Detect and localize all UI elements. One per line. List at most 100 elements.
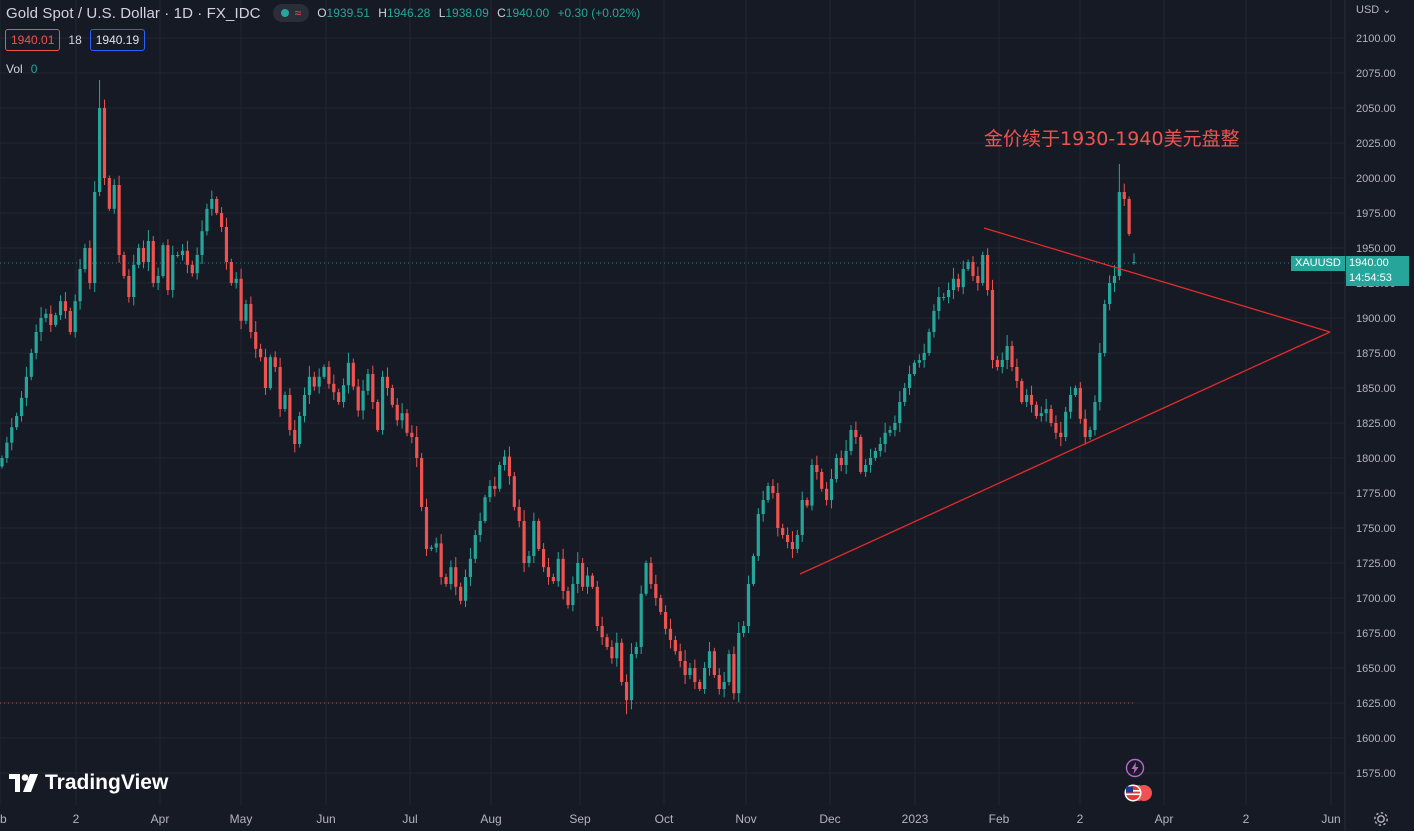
candle-body (488, 486, 492, 498)
last-price-value: 1940.00 (1349, 257, 1389, 269)
volume-value: 0 (30, 62, 38, 76)
chart-annotation[interactable]: 金价续于1930-1940美元盘整 (984, 128, 1240, 150)
time-tick-label: 2 (1077, 812, 1084, 826)
price-axis-panel[interactable] (1345, 0, 1414, 831)
candle-body (839, 458, 843, 465)
currency-selector[interactable]: USD ⌄ (1356, 3, 1392, 16)
candle-body (707, 651, 712, 668)
candle-body (742, 626, 746, 633)
candle-body (556, 558, 560, 582)
candle-body (610, 647, 614, 659)
candle-body (1132, 262, 1136, 263)
candle-body (922, 353, 926, 360)
candle-body (137, 248, 141, 265)
candle-body (322, 367, 326, 377)
candle-body (698, 682, 702, 689)
candle-body (1015, 367, 1019, 381)
price-tick-label: 2100.00 (1356, 33, 1396, 45)
price-tick-label: 1700.00 (1356, 593, 1396, 605)
price-tick-label: 1825.00 (1356, 418, 1396, 430)
candle-body (112, 185, 116, 209)
candle-body (946, 290, 951, 297)
symbol-title[interactable]: Gold Spot / U.S. Dollar · 1D · FX_IDC (6, 4, 261, 22)
candle-body (249, 304, 253, 332)
candle-body (1064, 411, 1068, 437)
candle-body (639, 593, 643, 647)
candle-body (141, 248, 146, 262)
candle-body (1098, 353, 1102, 402)
candle-body (97, 108, 102, 192)
candle-body (83, 248, 87, 269)
candle-body (127, 276, 131, 297)
time-tick-label: Oct (655, 812, 674, 826)
candle-body (502, 456, 507, 465)
candle-body (332, 383, 336, 393)
candle-body (190, 264, 194, 274)
candle-body (337, 392, 341, 402)
market-status-pill[interactable]: ≈ (272, 4, 310, 22)
candle-body (620, 642, 624, 682)
candle-body (93, 192, 97, 283)
settings-gear-icon[interactable] (1372, 810, 1390, 828)
time-tick-label: Jun (316, 812, 335, 826)
candle-body (546, 567, 551, 577)
spread-value: 18 (68, 33, 82, 47)
volume-legend[interactable]: Vol 0 (6, 62, 37, 76)
candle-body (1029, 395, 1034, 405)
candle-body (234, 278, 238, 283)
price-tick-label: 1650.00 (1356, 663, 1396, 675)
candle-body (166, 245, 170, 290)
price-tick-label: 1800.00 (1356, 453, 1396, 465)
candle-body (24, 376, 28, 398)
candle-body (785, 535, 790, 542)
candle-body (1034, 404, 1039, 416)
candle-body (1044, 409, 1048, 414)
candle-body (312, 376, 316, 387)
candle-body (776, 493, 780, 528)
candle-body (522, 521, 526, 563)
candle-body (273, 357, 277, 367)
tradingview-logo-icon (9, 774, 38, 792)
candle-body (205, 208, 209, 232)
time-tick-label: Feb (989, 812, 1010, 826)
candle-body (78, 269, 82, 302)
candle-body (1068, 395, 1073, 412)
candle-body (459, 586, 463, 601)
candle-body (693, 668, 697, 682)
candle-body (624, 682, 629, 701)
tradingview-logo[interactable]: TradingView (9, 771, 168, 795)
lower-trendline[interactable] (799, 331, 1331, 575)
candle-body (420, 458, 424, 507)
candle-body (302, 395, 307, 416)
candle-body (1103, 304, 1107, 353)
time-tick-label: Nov (735, 812, 756, 826)
candle-body (917, 360, 921, 363)
upper-trendline[interactable] (983, 227, 1331, 333)
time-tick-label: Dec (819, 812, 840, 826)
candle-body (405, 413, 409, 433)
candle-body (88, 248, 92, 283)
wave-icon: ≈ (294, 6, 302, 20)
sell-button[interactable]: 1940.01 (5, 29, 61, 51)
candle-body (327, 367, 331, 384)
triangle-trendlines[interactable] (799, 227, 1331, 575)
candle-body (380, 376, 385, 430)
candle-body (1005, 346, 1009, 360)
buy-button[interactable]: 1940.19 (89, 29, 146, 51)
candle-body (883, 432, 887, 444)
candle-body (39, 318, 43, 332)
us-flag-icon[interactable] (1123, 782, 1155, 804)
candle-body (766, 486, 770, 500)
price-tick-label: 2050.00 (1356, 103, 1396, 115)
candle-body (473, 535, 477, 559)
candle-body (966, 262, 970, 269)
volume-label: Vol (6, 62, 23, 76)
time-tick-label: 2023 (902, 812, 929, 826)
candle-body (1020, 381, 1024, 402)
candle-body (224, 227, 229, 262)
candle-body (1083, 418, 1087, 437)
candle-body (1073, 388, 1078, 395)
price-tick-label: 1625.00 (1356, 698, 1396, 710)
event-bolt-icon[interactable] (1125, 758, 1145, 778)
